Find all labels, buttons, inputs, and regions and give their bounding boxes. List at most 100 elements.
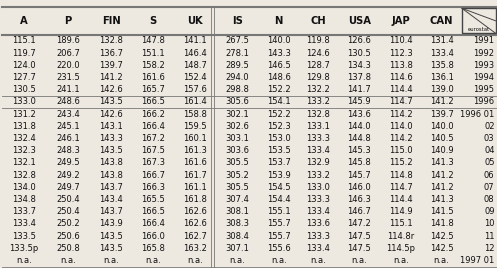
Text: 152.2: 152.2 [267,110,291,119]
Text: 114.4: 114.4 [389,195,413,204]
Text: 162.7: 162.7 [183,232,207,241]
Text: 308.1: 308.1 [225,207,249,216]
Text: 161.6: 161.6 [141,73,165,82]
Text: 166.5: 166.5 [141,207,165,216]
Text: 115.1: 115.1 [12,36,36,46]
Text: 141.2: 141.2 [99,73,123,82]
Text: n.a.: n.a. [187,256,203,265]
Text: 147.2: 147.2 [347,219,371,228]
Text: 139.0: 139.0 [430,85,453,94]
Text: 267.5: 267.5 [225,36,249,46]
Text: 1996: 1996 [473,98,495,106]
Text: 130.5: 130.5 [347,49,371,58]
Text: 135.8: 135.8 [429,61,453,70]
Text: 161.1: 161.1 [183,183,207,192]
Text: 189.6: 189.6 [56,36,80,46]
Text: n.a.: n.a. [60,256,76,265]
Text: UK: UK [187,16,203,26]
Text: 250.4: 250.4 [56,195,80,204]
Text: 241.1: 241.1 [56,85,80,94]
Text: n.a.: n.a. [230,256,245,265]
Text: 128.7: 128.7 [307,61,331,70]
Text: 140.0: 140.0 [430,122,453,131]
Text: 142.5: 142.5 [430,232,453,241]
Text: 134.0: 134.0 [12,183,36,192]
Text: 143.7: 143.7 [99,183,123,192]
Text: IS: IS [232,16,243,26]
Text: 129.8: 129.8 [307,73,331,82]
Text: 114.4: 114.4 [389,85,413,94]
Text: 143.5: 143.5 [99,232,123,241]
Text: 143.4: 143.4 [99,195,123,204]
Text: 147.5: 147.5 [347,244,371,253]
Text: 115.1: 115.1 [389,219,413,228]
Text: 147.8: 147.8 [141,36,165,46]
Text: 112.3: 112.3 [389,49,413,58]
Text: 137.8: 137.8 [347,73,371,82]
Text: 154.1: 154.1 [267,98,291,106]
Text: 133.6: 133.6 [307,219,331,228]
Text: 133.3: 133.3 [307,232,331,241]
Text: 146.3: 146.3 [347,195,371,204]
Text: 1997 01: 1997 01 [460,256,495,265]
Text: 133.4: 133.4 [307,146,331,155]
Text: 152.4: 152.4 [183,73,207,82]
Text: 249.2: 249.2 [56,171,80,180]
Text: 147.5: 147.5 [347,232,371,241]
Text: 115.2: 115.2 [389,158,413,168]
Text: 155.7: 155.7 [267,219,291,228]
Text: 143.3: 143.3 [99,134,123,143]
Text: 143.1: 143.1 [99,122,123,131]
Text: 155.1: 155.1 [267,207,291,216]
Text: 124.6: 124.6 [307,49,331,58]
Text: 153.9: 153.9 [267,171,291,180]
Text: 143.6: 143.6 [347,110,371,119]
Text: 289.5: 289.5 [226,61,249,70]
Text: 143.9: 143.9 [99,219,123,228]
Text: 165.5: 165.5 [141,195,165,204]
Text: 119.7: 119.7 [12,49,36,58]
Text: 12: 12 [484,244,495,253]
Text: 162.6: 162.6 [183,207,207,216]
Text: 250.8: 250.8 [56,244,80,253]
Text: 134.8: 134.8 [12,195,36,204]
Text: 294.0: 294.0 [226,73,249,82]
Text: 166.5: 166.5 [141,98,165,106]
Text: 302.6: 302.6 [225,122,249,131]
Text: 114.8r: 114.8r [387,232,414,241]
Text: 248.3: 248.3 [56,146,80,155]
Text: 145.9: 145.9 [347,98,371,106]
Text: 167.5: 167.5 [141,146,165,155]
Text: S: S [150,16,157,26]
Text: 133.0: 133.0 [307,183,331,192]
Text: 250.4: 250.4 [56,207,80,216]
Text: USA: USA [347,16,371,26]
Text: 158.8: 158.8 [183,110,207,119]
Text: 133.0: 133.0 [12,98,36,106]
Text: 246.1: 246.1 [56,134,80,143]
Text: 161.3: 161.3 [183,146,207,155]
Text: 1994: 1994 [474,73,495,82]
Text: 142.6: 142.6 [99,110,123,119]
Text: 167.2: 167.2 [141,134,165,143]
Text: 07: 07 [484,183,495,192]
Text: 133.3: 133.3 [307,195,331,204]
Text: 161.8: 161.8 [183,195,207,204]
Text: 143.7: 143.7 [99,207,123,216]
Text: 154.4: 154.4 [267,195,291,204]
Text: 249.5: 249.5 [56,158,80,168]
Text: 11: 11 [484,232,495,241]
Text: 132.9: 132.9 [307,158,331,168]
Text: 114.5p: 114.5p [386,244,415,253]
Text: 139.7: 139.7 [99,61,123,70]
Text: 167.3: 167.3 [141,158,165,168]
Text: 141.8: 141.8 [430,219,453,228]
Text: n.a.: n.a. [351,256,367,265]
Text: 166.2: 166.2 [141,110,165,119]
Text: 145.8: 145.8 [347,158,371,168]
Text: 132.2: 132.2 [307,85,331,94]
Text: 114.7: 114.7 [389,98,413,106]
Text: 243.4: 243.4 [56,110,80,119]
Text: n.a.: n.a. [311,256,327,265]
Text: 08: 08 [484,195,495,204]
